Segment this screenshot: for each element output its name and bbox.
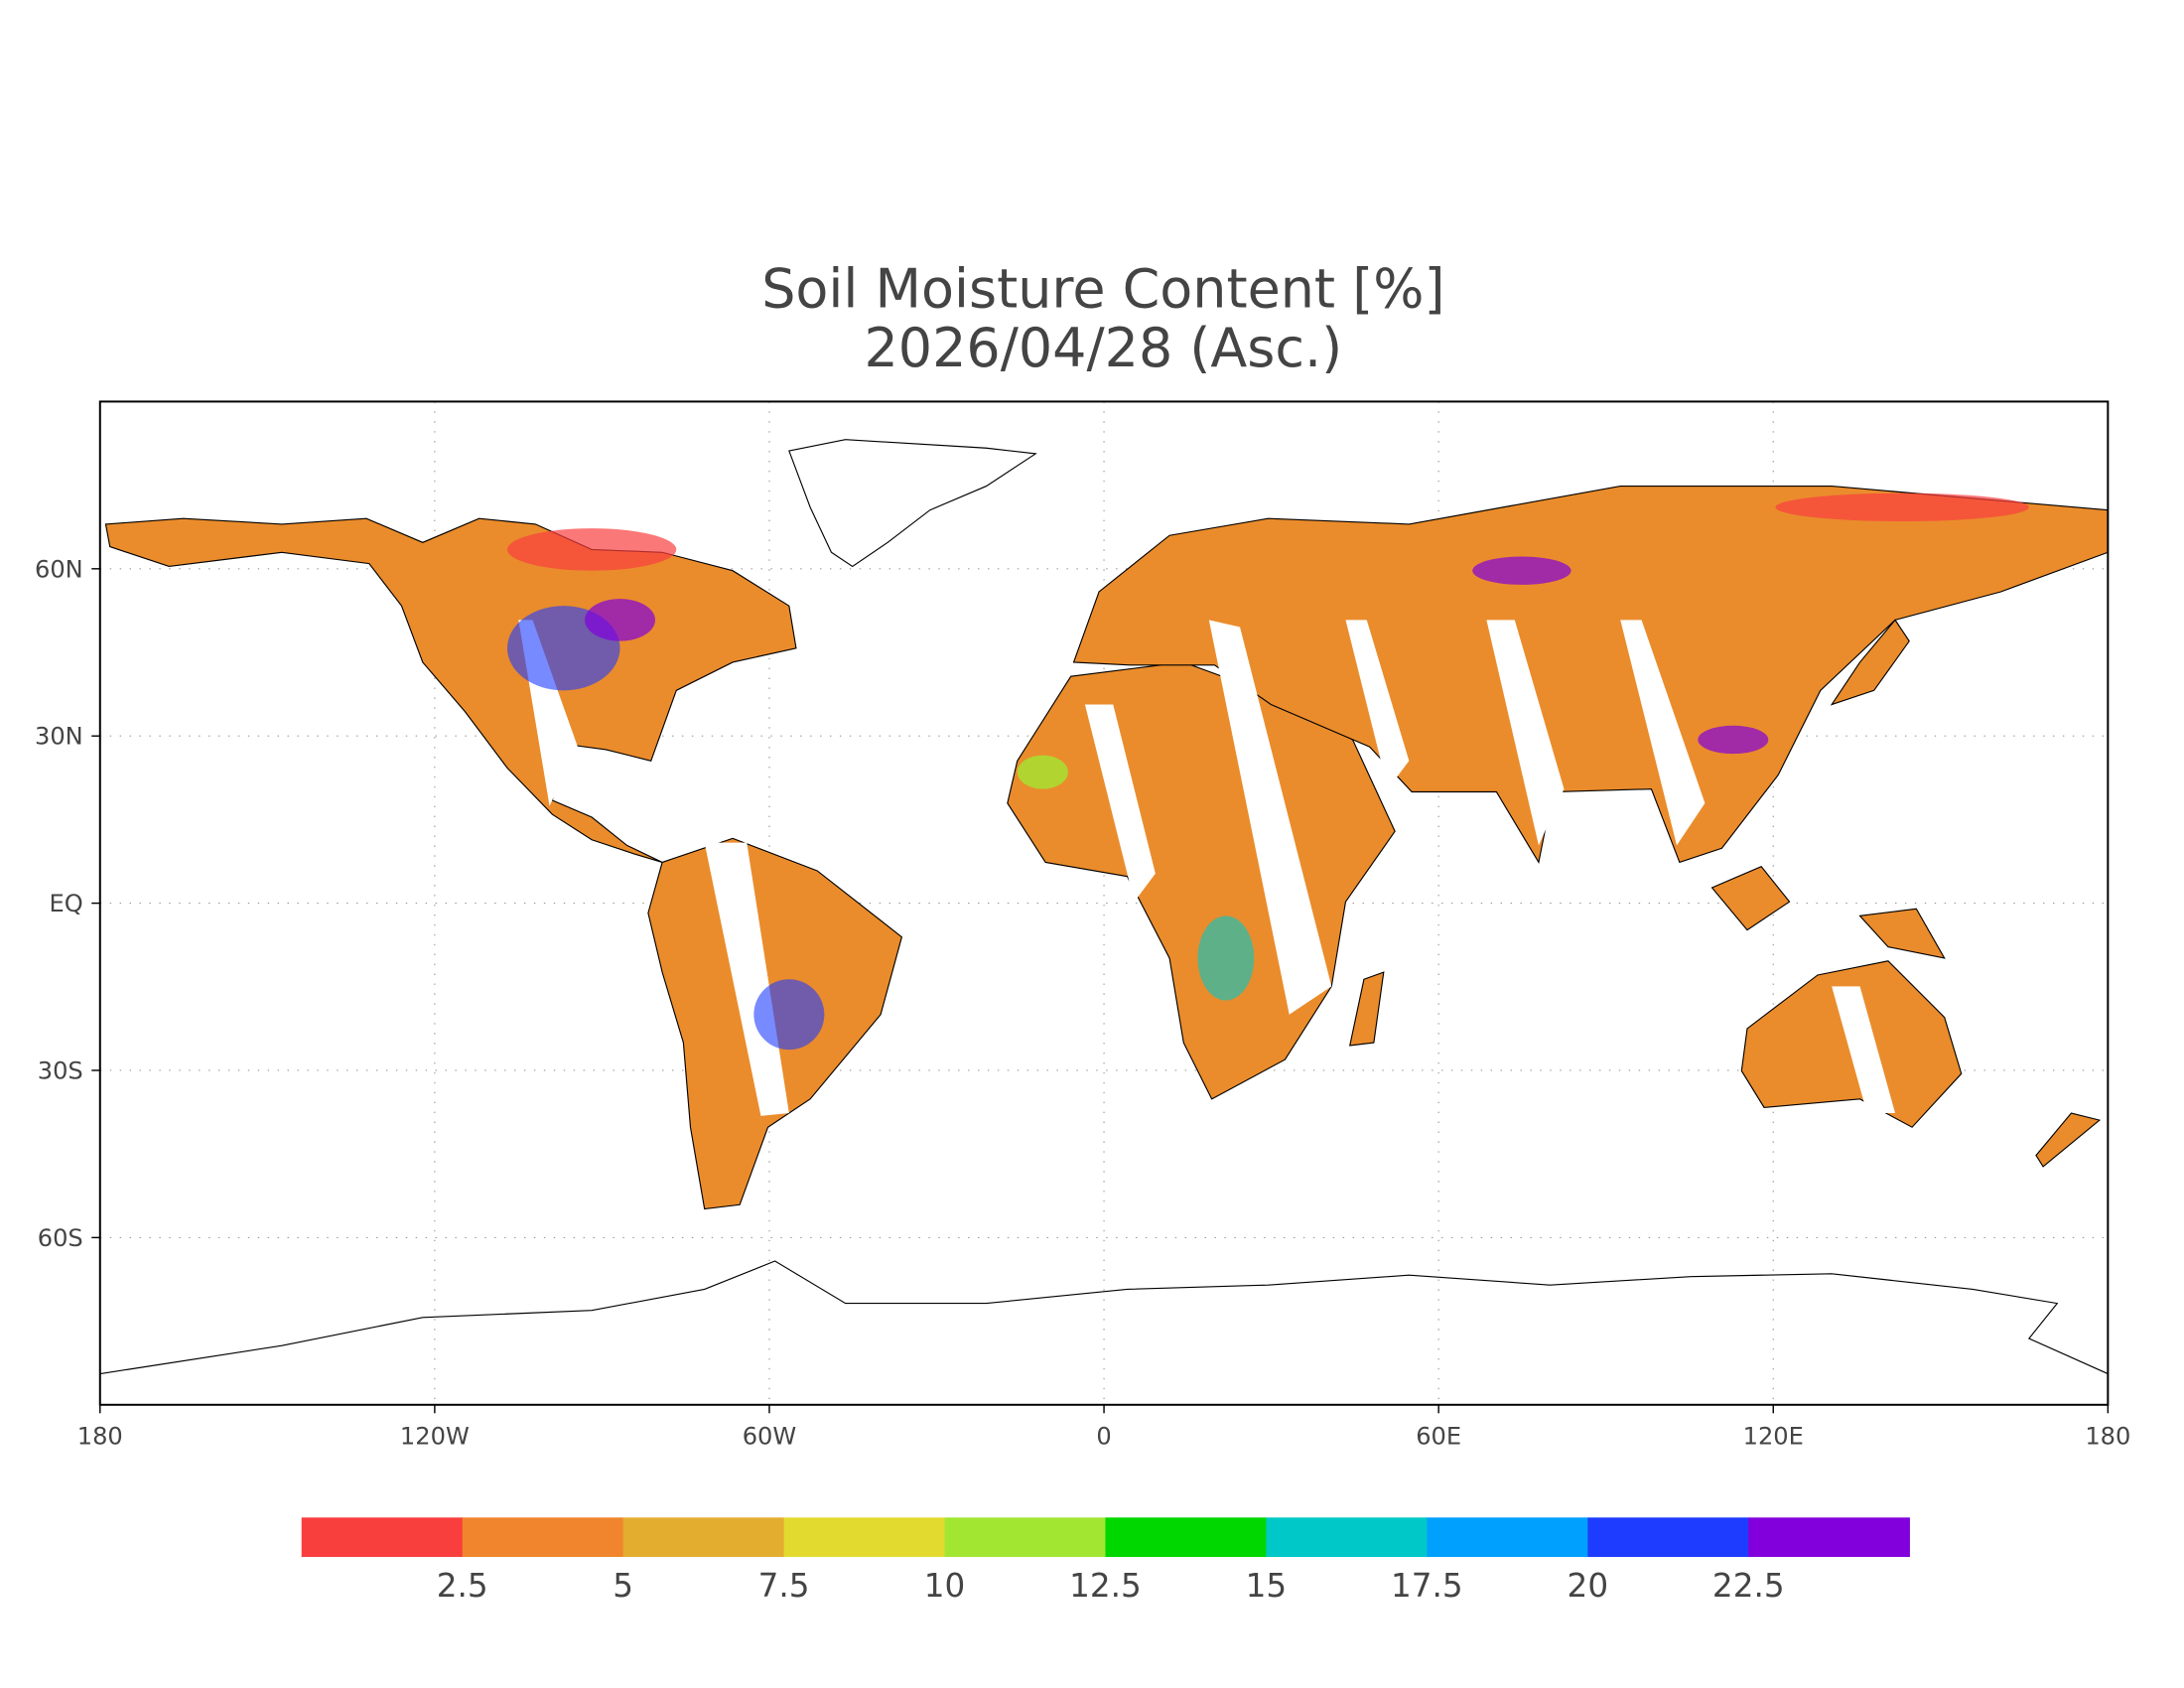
new-zealand [2035, 1112, 2102, 1168]
x-tick-label: 0 [1096, 1423, 1111, 1451]
colorbar-label: 2.5 [437, 1567, 488, 1605]
colorbar-label: 10 [924, 1567, 966, 1605]
title: Soil Moisture Content [%] [761, 257, 1444, 320]
colorbar-label: 7.5 [758, 1567, 810, 1605]
swath-gap [1345, 620, 1410, 789]
colorbar-segment [944, 1517, 1107, 1558]
swath-gap [1832, 986, 1896, 1114]
colorbar-segment [783, 1517, 946, 1558]
colorbar-label: 5 [613, 1567, 633, 1605]
swath-gap [1208, 620, 1332, 1015]
swath-gap [1486, 620, 1565, 846]
y-tick-label: EQ [50, 890, 83, 917]
y-tick-label: 30S [38, 1057, 83, 1085]
swath-gap [1620, 620, 1706, 846]
japan [1830, 619, 1910, 706]
colorbar-label: 22.5 [1712, 1567, 1785, 1605]
eurasia [1072, 485, 2109, 864]
colorbar-segment [1105, 1517, 1268, 1558]
swath-gap [1084, 704, 1156, 903]
subtitle: 2026/04/28 (Asc.) [865, 317, 1343, 379]
y-tick-label: 60S [38, 1224, 83, 1252]
greenland [788, 439, 1037, 568]
colorbar-label: 20 [1568, 1567, 1609, 1605]
y-tick-label: 60N [35, 555, 83, 583]
colorbar-segment [301, 1517, 464, 1558]
colorbar: 2.5 5 7.5 10 12.5 15 17.5 20 22.5 [301, 1517, 1910, 1605]
colorbar-label: 12.5 [1069, 1567, 1142, 1605]
swath-gap [704, 842, 789, 1116]
southeast-asia-islands [1710, 866, 1791, 931]
moisture-patches [506, 492, 2029, 1051]
colorbar-segment [462, 1517, 624, 1558]
colorbar-segment [1266, 1517, 1429, 1558]
x-tick-label: 60E [1416, 1423, 1461, 1451]
madagascar [1349, 971, 1385, 1047]
x-tick-label: 180 [77, 1423, 123, 1451]
x-tick-label: 120W [400, 1423, 470, 1451]
antarctica [99, 1260, 2109, 1375]
colorbar-segment [1748, 1517, 1910, 1558]
colorbar-label: 15 [1246, 1567, 1288, 1605]
colorbar-segment [1427, 1517, 1589, 1558]
continents [99, 439, 2109, 1375]
colorbar-label: 17.5 [1391, 1567, 1463, 1605]
x-tick-label: 120E [1743, 1423, 1804, 1451]
new-guinea [1858, 908, 1946, 959]
x-tick-label: 60W [743, 1423, 797, 1451]
colorbar-segment [1587, 1517, 1749, 1558]
colorbar-segment [622, 1517, 785, 1558]
x-tick-label: 180 [2085, 1423, 2130, 1451]
y-tick-label: 30N [35, 723, 83, 751]
